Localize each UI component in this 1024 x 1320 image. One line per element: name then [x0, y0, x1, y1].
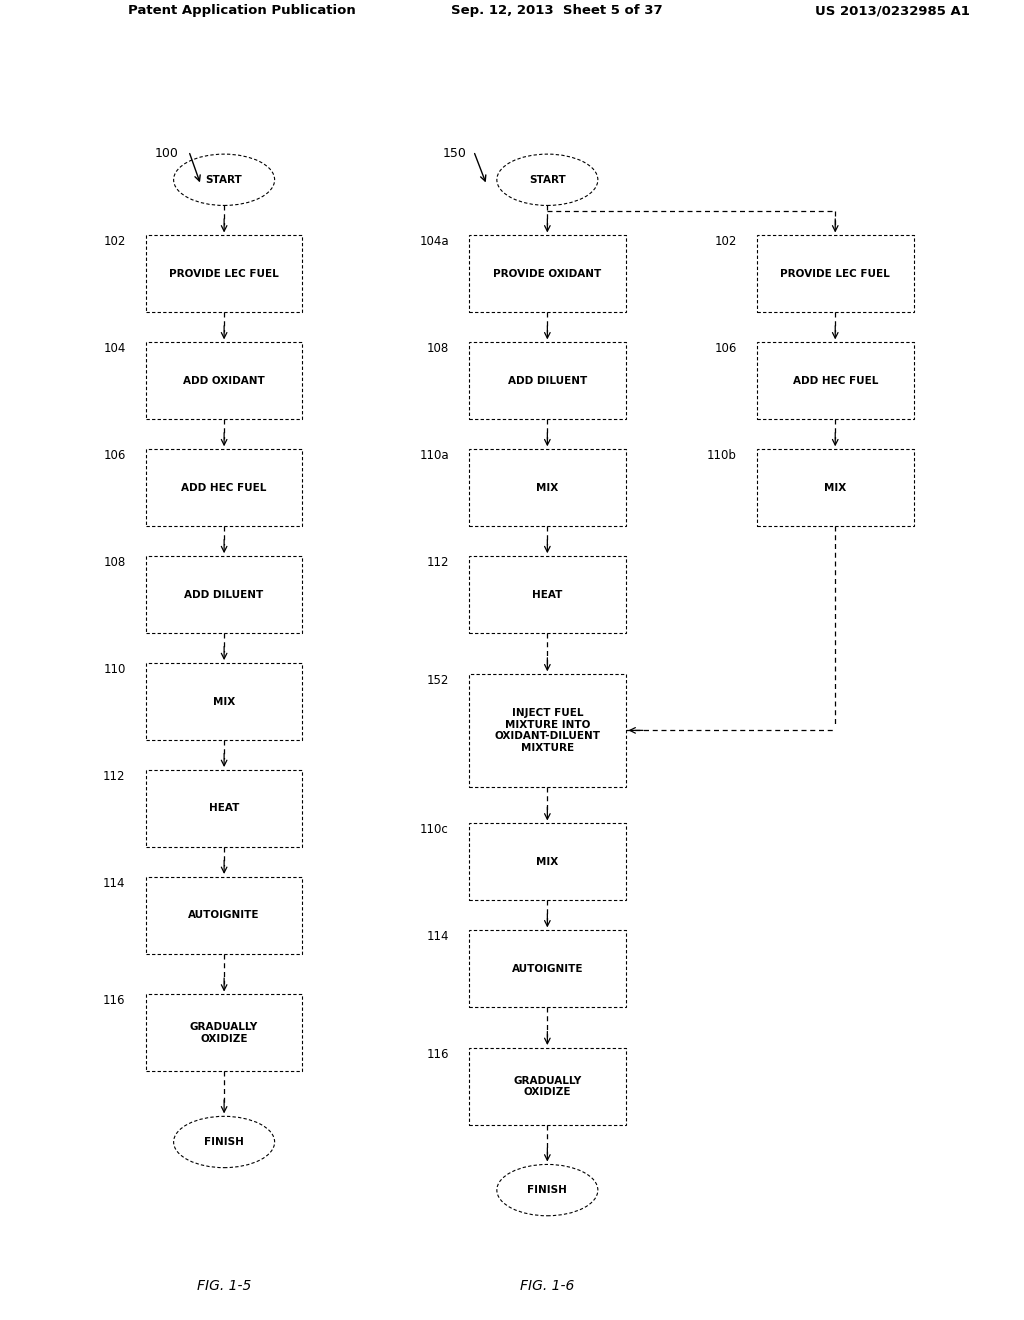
Bar: [757, 342, 913, 420]
Text: 100: 100: [155, 147, 178, 160]
Text: ADD HEC FUEL: ADD HEC FUEL: [793, 376, 878, 385]
Text: ADD DILUENT: ADD DILUENT: [508, 376, 587, 385]
Text: 102: 102: [103, 235, 126, 248]
Text: 106: 106: [103, 449, 126, 462]
Text: 104: 104: [103, 342, 126, 355]
Text: MIX: MIX: [537, 857, 558, 867]
Bar: [469, 235, 626, 313]
Text: 106: 106: [715, 342, 736, 355]
Bar: [145, 663, 302, 741]
Text: PROVIDE LEC FUEL: PROVIDE LEC FUEL: [169, 269, 279, 279]
Text: FINISH: FINISH: [527, 1185, 567, 1195]
Bar: [469, 931, 626, 1007]
Text: 114: 114: [426, 931, 449, 944]
Text: AUTOIGNITE: AUTOIGNITE: [512, 964, 583, 974]
Bar: [469, 1048, 626, 1125]
Text: 112: 112: [426, 556, 449, 569]
Ellipse shape: [497, 1164, 598, 1216]
Bar: [145, 342, 302, 420]
Bar: [469, 556, 626, 634]
Text: 150: 150: [442, 147, 467, 160]
Text: START: START: [529, 174, 565, 185]
Bar: [469, 449, 626, 527]
Text: GRADUALLY
OXIDIZE: GRADUALLY OXIDIZE: [190, 1022, 258, 1044]
Text: 110c: 110c: [420, 824, 449, 837]
Text: PROVIDE OXIDANT: PROVIDE OXIDANT: [494, 269, 601, 279]
Text: HEAT: HEAT: [532, 590, 562, 599]
Bar: [469, 675, 626, 787]
Text: US 2013/0232985 A1: US 2013/0232985 A1: [815, 4, 970, 17]
Text: GRADUALLY
OXIDIZE: GRADUALLY OXIDIZE: [513, 1076, 582, 1097]
Text: 114: 114: [103, 876, 126, 890]
Bar: [469, 342, 626, 420]
Ellipse shape: [174, 1117, 274, 1168]
Text: 116: 116: [103, 994, 126, 1007]
Text: 110a: 110a: [419, 449, 449, 462]
Bar: [757, 449, 913, 527]
Text: MIX: MIX: [537, 483, 558, 492]
Ellipse shape: [497, 154, 598, 206]
Text: Patent Application Publication: Patent Application Publication: [128, 4, 356, 17]
Bar: [145, 770, 302, 847]
Text: ADD DILUENT: ADD DILUENT: [184, 590, 264, 599]
Text: MIX: MIX: [213, 697, 236, 706]
Text: 116: 116: [426, 1048, 449, 1061]
Bar: [145, 994, 302, 1072]
Bar: [145, 235, 302, 313]
Text: 104a: 104a: [419, 235, 449, 248]
Text: INJECT FUEL
MIXTURE INTO
OXIDANT-DILUENT
MIXTURE: INJECT FUEL MIXTURE INTO OXIDANT-DILUENT…: [495, 708, 600, 752]
Text: 110b: 110b: [707, 449, 736, 462]
Text: FIG. 1-5: FIG. 1-5: [197, 1279, 251, 1294]
Text: 108: 108: [427, 342, 449, 355]
Bar: [145, 449, 302, 527]
Bar: [469, 824, 626, 900]
Text: AUTOIGNITE: AUTOIGNITE: [188, 911, 260, 920]
Text: 152: 152: [426, 675, 449, 688]
Text: 110: 110: [103, 663, 126, 676]
Text: FINISH: FINISH: [204, 1137, 244, 1147]
Text: START: START: [206, 174, 243, 185]
Text: 102: 102: [715, 235, 736, 248]
Text: ADD HEC FUEL: ADD HEC FUEL: [181, 483, 267, 492]
Bar: [145, 876, 302, 954]
Text: Sep. 12, 2013  Sheet 5 of 37: Sep. 12, 2013 Sheet 5 of 37: [452, 4, 663, 17]
Text: ADD OXIDANT: ADD OXIDANT: [183, 376, 265, 385]
Text: FIG. 1-6: FIG. 1-6: [520, 1279, 574, 1294]
Text: MIX: MIX: [824, 483, 847, 492]
Text: HEAT: HEAT: [209, 804, 240, 813]
Text: 108: 108: [103, 556, 126, 569]
Text: PROVIDE LEC FUEL: PROVIDE LEC FUEL: [780, 269, 890, 279]
Ellipse shape: [174, 154, 274, 206]
Bar: [757, 235, 913, 313]
Bar: [145, 556, 302, 634]
Text: 112: 112: [103, 770, 126, 783]
